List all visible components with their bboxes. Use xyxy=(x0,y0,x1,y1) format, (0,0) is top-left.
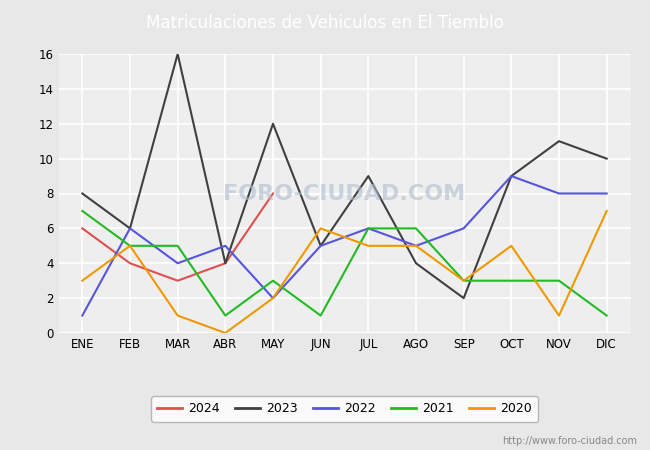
Text: FORO-CIUDAD.COM: FORO-CIUDAD.COM xyxy=(224,184,465,203)
Text: http://www.foro-ciudad.com: http://www.foro-ciudad.com xyxy=(502,436,637,446)
Text: Matriculaciones de Vehiculos en El Tiemblo: Matriculaciones de Vehiculos en El Tiemb… xyxy=(146,14,504,32)
Legend: 2024, 2023, 2022, 2021, 2020: 2024, 2023, 2022, 2021, 2020 xyxy=(151,396,538,422)
